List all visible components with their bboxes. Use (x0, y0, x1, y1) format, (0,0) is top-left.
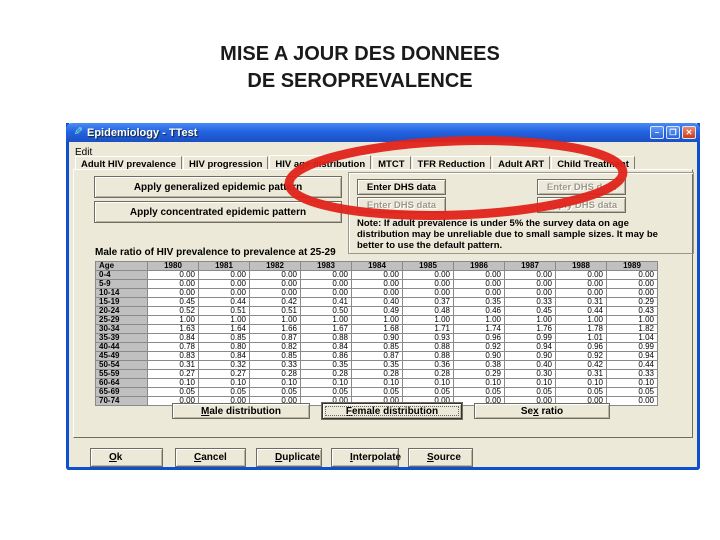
male-distribution-button[interactable]: Male distribution (172, 403, 310, 419)
table-row: 10-14 0.00 0.00 0.00 0.00 0.00 0.00 0.00 0.00 0.0… (95, 288, 658, 298)
table-row: 40-44 0.78 0.80 0.82 0.84 0.85 0.88 0.92 0.94 0.9… (95, 342, 658, 352)
minimize-button[interactable]: – (650, 126, 664, 139)
app-pen-icon: ✎ (73, 126, 83, 138)
close-button[interactable]: ✕ (682, 126, 696, 139)
apply-generalized-pattern-button[interactable]: Apply generalized epidemic pattern (94, 176, 342, 198)
duplicate-button[interactable]: Duplicate (256, 448, 322, 467)
source-button[interactable]: Source (408, 448, 473, 467)
cancel-button[interactable]: Cancel (175, 448, 246, 467)
slide-title-line1: MISE A JOUR DES DONNEES (220, 43, 500, 65)
slide-title: MISE A JOUR DES DONNEES DE SEROPREVALENC… (120, 41, 600, 95)
dhs-note-text: Note: If adult prevalence is under 5% th… (357, 218, 658, 251)
row-age-label: 70-74 (95, 396, 148, 406)
slide-title-line2: DE SEROPREVALENCE (247, 70, 473, 92)
table-cell[interactable]: 0.00 (606, 396, 658, 406)
window-titlebar[interactable]: ✎ Epidemiology - TTest – ❐ ✕ (66, 123, 700, 142)
dhs-groupbox: Enter DHS data Enter DHS data Enter DHS … (348, 172, 694, 254)
enter-dhs-data-button-disabled-right: Enter DHS data (537, 179, 626, 195)
age-table: Age 1980 1981 1982 1983 1984 1985 1986 1987 1988 1… (95, 261, 658, 406)
enter-dhs-data-button[interactable]: Enter DHS data (357, 179, 446, 195)
enter-dhs-data-button-disabled-left: Enter DHS data (357, 197, 446, 213)
ok-button[interactable]: Ok (90, 448, 163, 467)
sex-ratio-button[interactable]: Sex ratio (474, 403, 610, 419)
tab-page-hiv-age-distribution: Apply generalized epidemic pattern Apply… (73, 169, 694, 438)
interpolate-button[interactable]: Interpolate (331, 448, 401, 467)
menu-edit[interactable]: Edit (75, 147, 93, 158)
tab-hiv-progression[interactable]: HIV progression (183, 156, 269, 171)
maximize-button[interactable]: ❐ (666, 126, 680, 139)
female-distribution-button[interactable]: Female distribution (322, 403, 462, 419)
tab-adult-hiv-prevalence[interactable]: Adult HIV prevalence (75, 156, 183, 171)
table-row: 20-24 0.52 0.51 0.51 0.50 0.49 0.48 0.46 0.45 0.4… (95, 306, 658, 316)
table-row: 30-34 1.63 1.64 1.66 1.67 1.68 1.71 1.74 1.76 1.7… (95, 324, 658, 334)
table-title: Male ratio of HIV prevalence to prevalen… (95, 247, 336, 258)
apply-dhs-data-button-disabled: Apply DHS data (537, 197, 626, 213)
window-title: Epidemiology - TTest (87, 126, 198, 139)
apply-concentrated-pattern-button[interactable]: Apply concentrated epidemic pattern (94, 201, 342, 223)
table-row: 45-49 0.83 0.84 0.85 0.86 0.87 0.88 0.90 0.90 0.9… (95, 351, 658, 361)
epidemiology-window: ✎ Epidemiology - TTest – ❐ ✕ Edit Adult … (66, 123, 700, 470)
menu-bar: Edit (69, 142, 697, 158)
